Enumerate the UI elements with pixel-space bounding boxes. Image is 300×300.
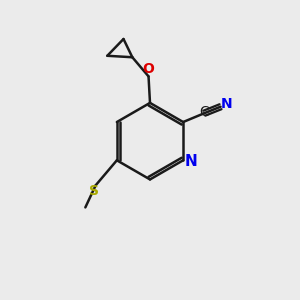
Text: S: S [89, 184, 99, 198]
Text: O: O [142, 62, 154, 76]
Text: N: N [185, 154, 198, 169]
Text: N: N [220, 97, 232, 111]
Text: C: C [200, 105, 209, 119]
